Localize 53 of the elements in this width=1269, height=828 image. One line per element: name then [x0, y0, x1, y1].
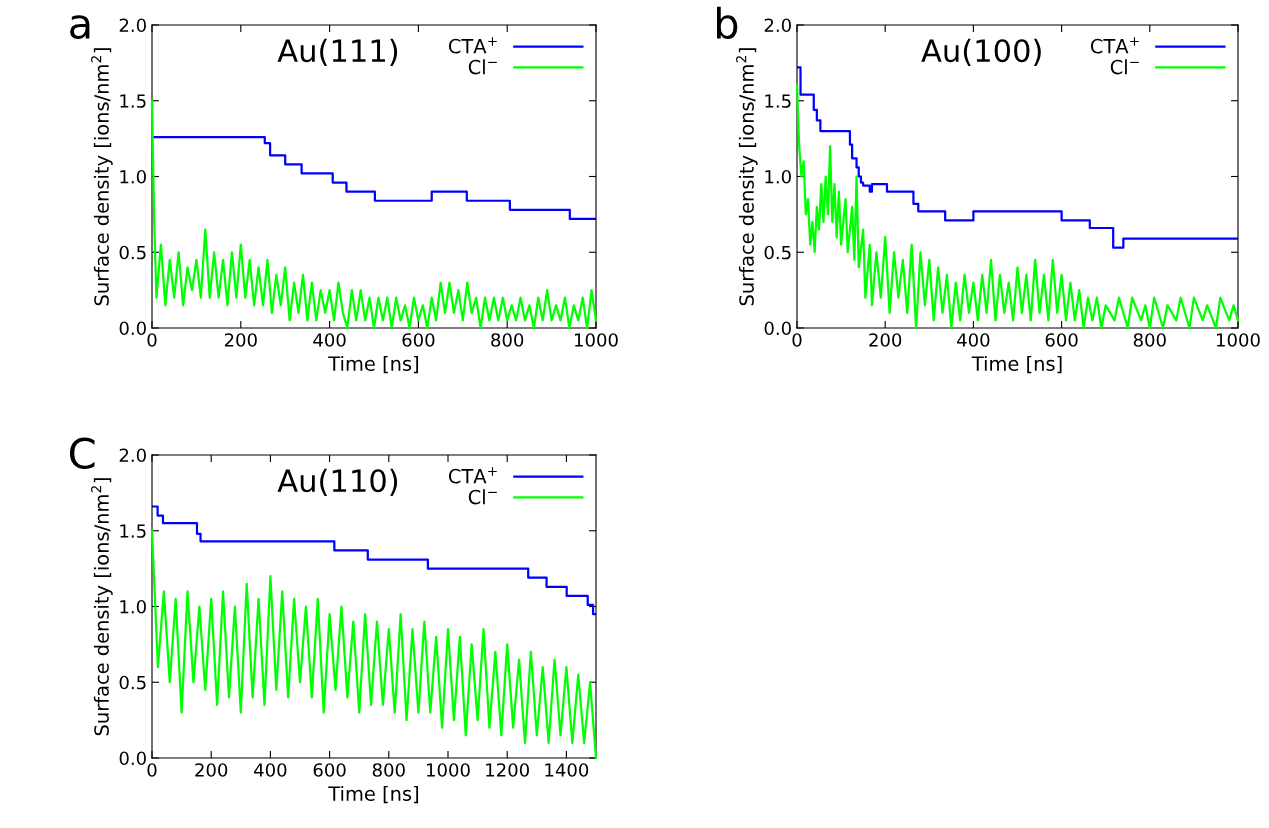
text: a — [70, 15, 90, 40]
x-axis-title: Time [ns] — [328, 355, 419, 374]
x-tick-label: 600 — [402, 333, 435, 347]
x-tick-label: 1000 — [427, 763, 470, 777]
y-tick-label: 1.0 — [120, 169, 146, 184]
y-tick-label: 0.5 — [119, 675, 146, 690]
x-tick-label: 0 — [147, 763, 157, 777]
chart-title: Au(110) — [277, 468, 398, 496]
legend-label: Cl$^{−}$ — [468, 59, 497, 75]
x-tick-label: 1200 — [486, 763, 529, 777]
legend-label: CTA$^{+}$ — [448, 467, 497, 484]
x-tick-label: 0 — [792, 333, 802, 347]
x-tick-label: 800 — [1133, 333, 1166, 347]
x-tick-label: 600 — [1045, 333, 1078, 347]
y-axis-title: Surface density [ions/nm$^{2}$] — [91, 478, 113, 736]
legend-label: CTA$^{+}$ — [448, 37, 497, 54]
x-tick-label: 600 — [313, 763, 346, 777]
y-tick-label: 1.5 — [120, 524, 146, 538]
chart-title: Au(100) — [921, 38, 1041, 66]
y-tick-label: 0.0 — [119, 321, 146, 336]
x-tick-label: 400 — [313, 333, 346, 347]
y-tick-label: 0.5 — [119, 245, 146, 260]
y-tick-label: 2.0 — [119, 448, 146, 463]
legend-label: CTA$^{+}$ — [1090, 37, 1139, 54]
y-axis-title: Surface density [ions/nm$^{2}$] — [736, 48, 758, 306]
text: b — [716, 6, 738, 40]
x-tick-label: 400 — [957, 333, 990, 347]
y-tick-label: 2.0 — [764, 18, 791, 33]
x-tick-label: 1400 — [545, 763, 589, 777]
legend-label: Cl$^{−}$ — [1110, 59, 1139, 75]
chart-title: Au(111) — [277, 38, 398, 66]
x-tick-label: 800 — [491, 333, 524, 347]
x-axis-title: Time [ns] — [971, 355, 1062, 374]
y-tick-label: 1.0 — [765, 169, 791, 184]
x-tick-label: 1000 — [575, 333, 618, 347]
x-tick-label: 200 — [224, 333, 257, 347]
x-tick-label: 0 — [147, 333, 157, 347]
legend-label: Cl$^{−}$ — [468, 489, 497, 505]
text: C — [69, 437, 95, 470]
y-tick-label: 2.0 — [119, 18, 146, 33]
x-tick-label: 200 — [869, 333, 902, 347]
x-axis-title: Time [ns] — [328, 785, 419, 804]
y-tick-label: 1.5 — [120, 94, 146, 108]
x-tick-label: 200 — [195, 763, 228, 777]
x-tick-label: 1000 — [1217, 333, 1260, 347]
y-tick-label: 0.0 — [764, 321, 791, 336]
y-axis-title: Surface density [ions/nm$^{2}$] — [91, 48, 113, 306]
y-tick-label: 1.5 — [765, 94, 791, 108]
y-tick-label: 0.5 — [764, 245, 791, 260]
x-tick-label: 400 — [254, 763, 287, 777]
y-tick-label: 0.0 — [119, 751, 146, 766]
x-tick-label: 800 — [372, 763, 405, 777]
y-tick-label: 1.0 — [120, 599, 146, 614]
